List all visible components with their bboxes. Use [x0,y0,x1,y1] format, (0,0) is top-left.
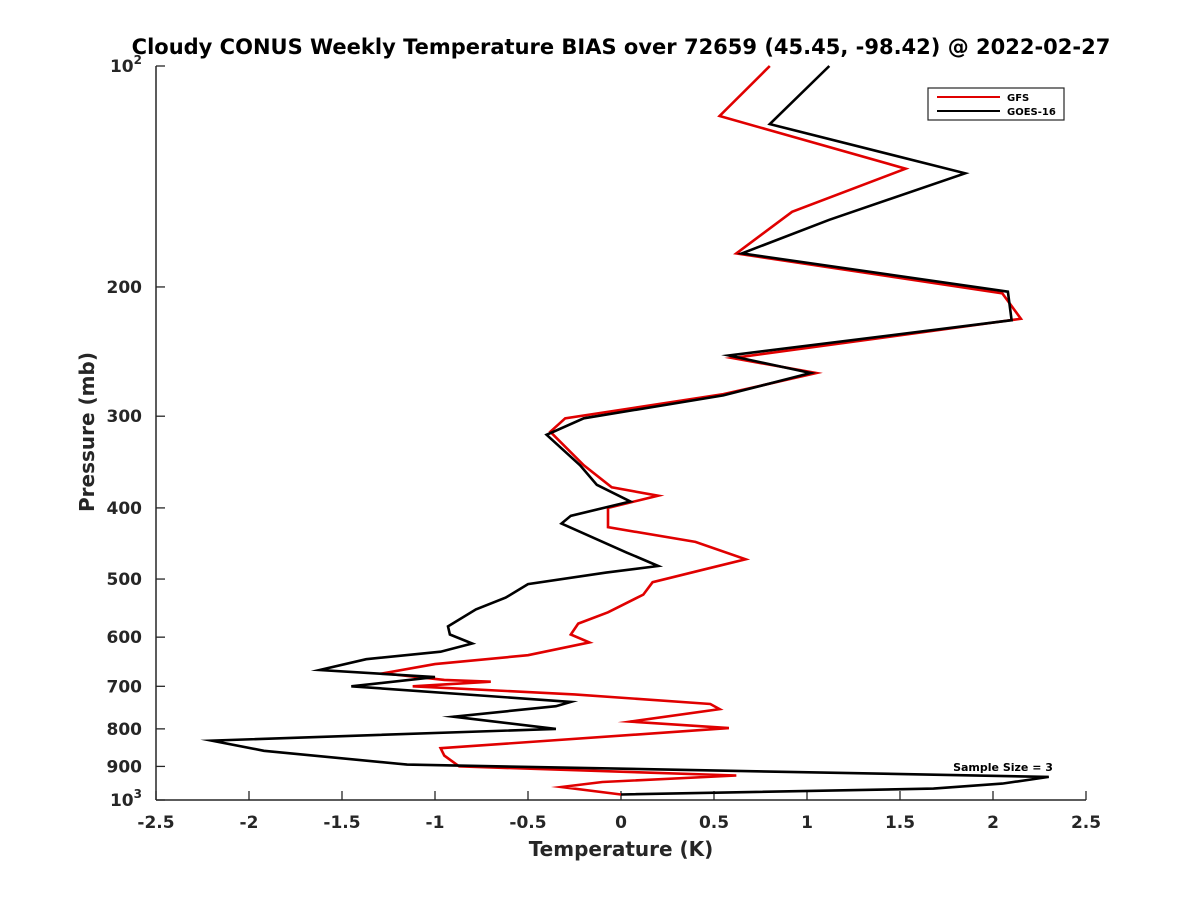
x-tick-label: 2 [987,813,999,833]
y-tick-label: 102 [110,53,142,77]
legend-box [927,87,1065,121]
data-series [200,65,1049,796]
y-tick-label: 103 [110,787,142,811]
tick-labels: -2.5 -2 -1.5 -1 -0.5 0 0.5 1 1.5 2 2.5 200 300 400 500… [107,53,1102,833]
series-line-goes16 [200,65,1049,796]
y-tick-label: 800 [107,720,143,740]
x-tick-label: 1.5 [885,813,915,833]
y-tick-label: 700 [107,677,143,697]
x-axis-label: Temperature (K) [529,837,714,861]
y-tick-label: 600 [107,628,143,648]
y-axis-label: Pressure (mb) [75,352,99,512]
y-tick-label: 900 [107,757,143,777]
legend-label-goes16: GOES-16 [1007,107,1056,118]
y-tick-label: 400 [107,499,143,519]
x-tick-label: -2.5 [137,813,174,833]
x-tick-label: 0.5 [699,813,729,833]
x-tick-label: -1.5 [323,813,360,833]
y-tick-label: 500 [107,570,143,590]
legend-label-gfs: GFS [1007,93,1029,104]
x-tick-label: -1 [426,813,445,833]
sample-size-annotation: Sample Size = 3 [953,761,1053,774]
x-tick-label: -2 [240,813,259,833]
x-tick-label: -0.5 [509,813,546,833]
plot-axes [155,65,1087,801]
y-tick-label: 200 [107,278,143,298]
legend: GFS GOES-16 [927,87,1065,121]
x-tick-label: 2.5 [1071,813,1101,833]
x-tick-label: 1 [801,813,813,833]
y-tick-label: 300 [107,407,143,427]
x-tick-label: 0 [615,813,627,833]
chart-title: Cloudy CONUS Weekly Temperature BIAS ove… [132,35,1111,59]
